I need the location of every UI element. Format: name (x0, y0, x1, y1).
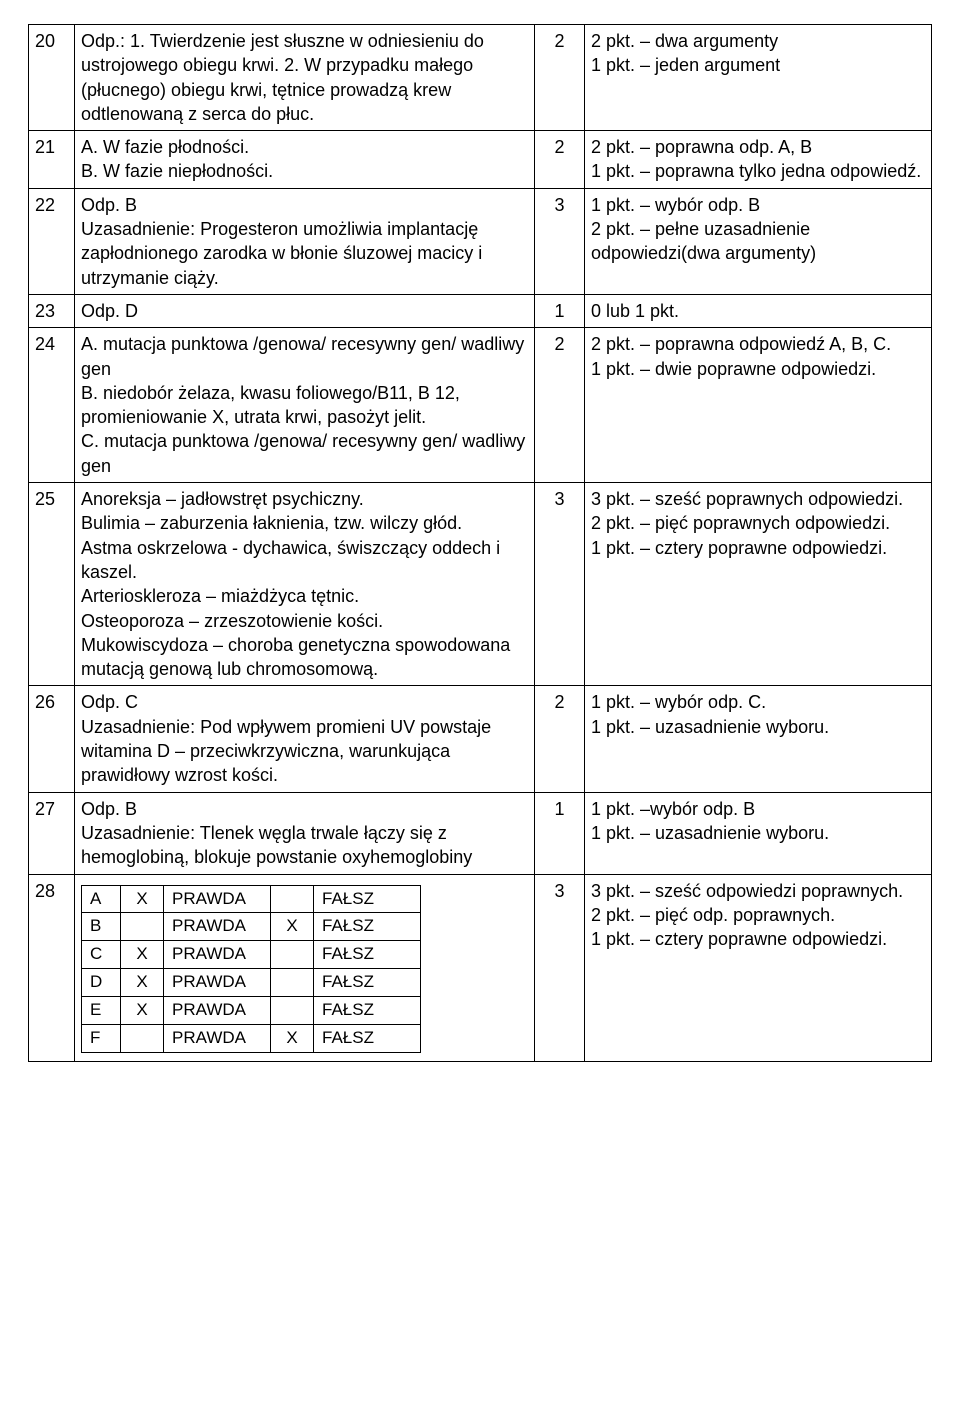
points: 2 (535, 686, 585, 792)
tf-label: A (82, 885, 121, 913)
tf-true-mark: X (121, 941, 164, 969)
tf-false-word: FAŁSZ (314, 1025, 421, 1053)
question-number: 22 (29, 188, 75, 294)
answer-text: Odp. BUzasadnienie: Tlenek węgla trwale … (75, 792, 535, 874)
tf-label: F (82, 1025, 121, 1053)
tf-row: E X PRAWDA FAŁSZ (82, 997, 421, 1025)
tf-true-word: PRAWDA (164, 969, 271, 997)
answer-key-table: 20 Odp.: 1. Twierdzenie jest słuszne w o… (28, 24, 932, 1062)
tf-true-word: PRAWDA (164, 997, 271, 1025)
tf-row: D X PRAWDA FAŁSZ (82, 969, 421, 997)
tf-label: C (82, 941, 121, 969)
tf-false-word: FAŁSZ (314, 941, 421, 969)
tf-row: A X PRAWDA FAŁSZ (82, 885, 421, 913)
question-number: 20 (29, 25, 75, 131)
table-row: 28 A X PRAWDA FAŁSZ B (29, 874, 932, 1062)
answer-text: Odp. CUzasadnienie: Pod wpływem promieni… (75, 686, 535, 792)
criteria-text: 1 pkt. –wybór odp. B1 pkt. – uzasadnieni… (585, 792, 932, 874)
table-row: 23 Odp. D 1 0 lub 1 pkt. (29, 294, 932, 327)
table-row: 26 Odp. CUzasadnienie: Pod wpływem promi… (29, 686, 932, 792)
tf-false-mark (271, 997, 314, 1025)
points: 3 (535, 874, 585, 1062)
table-row: 22 Odp. BUzasadnienie: Progesteron umożl… (29, 188, 932, 294)
criteria-text: 3 pkt. – sześć odpowiedzi poprawnych.2 p… (585, 874, 932, 1062)
question-number: 26 (29, 686, 75, 792)
table-row: 27 Odp. BUzasadnienie: Tlenek węgla trwa… (29, 792, 932, 874)
tf-row: C X PRAWDA FAŁSZ (82, 941, 421, 969)
table-row: 25 Anoreksja – jadłowstręt psychiczny.Bu… (29, 483, 932, 686)
true-false-table: A X PRAWDA FAŁSZ B PRAWDA X FAŁSZ (81, 885, 421, 1054)
tf-false-mark (271, 885, 314, 913)
tf-false-word: FAŁSZ (314, 885, 421, 913)
tf-false-mark (271, 941, 314, 969)
question-number: 21 (29, 131, 75, 189)
answer-text: A. mutacja punktowa /genowa/ recesywny g… (75, 328, 535, 483)
criteria-text: 1 pkt. – wybór odp. C.1 pkt. – uzasadnie… (585, 686, 932, 792)
tf-true-word: PRAWDA (164, 1025, 271, 1053)
question-number: 28 (29, 874, 75, 1062)
tf-true-mark (121, 1025, 164, 1053)
points: 2 (535, 131, 585, 189)
tf-true-word: PRAWDA (164, 941, 271, 969)
answer-text: Odp. BUzasadnienie: Progesteron umożliwi… (75, 188, 535, 294)
answer-text: Odp. D (75, 294, 535, 327)
answer-cell: A X PRAWDA FAŁSZ B PRAWDA X FAŁSZ (75, 874, 535, 1062)
tf-false-mark: X (271, 1025, 314, 1053)
points: 3 (535, 483, 585, 686)
tf-row: B PRAWDA X FAŁSZ (82, 913, 421, 941)
tf-true-word: PRAWDA (164, 885, 271, 913)
question-number: 23 (29, 294, 75, 327)
tf-true-mark: X (121, 969, 164, 997)
question-number: 27 (29, 792, 75, 874)
points: 2 (535, 328, 585, 483)
answer-text: Anoreksja – jadłowstręt psychiczny.Bulim… (75, 483, 535, 686)
criteria-text: 3 pkt. – sześć poprawnych odpowiedzi.2 p… (585, 483, 932, 686)
tf-true-mark (121, 913, 164, 941)
tf-false-word: FAŁSZ (314, 913, 421, 941)
answer-text: A. W fazie płodności.B. W fazie niepłodn… (75, 131, 535, 189)
points: 3 (535, 188, 585, 294)
tf-false-word: FAŁSZ (314, 969, 421, 997)
criteria-text: 0 lub 1 pkt. (585, 294, 932, 327)
criteria-text: 1 pkt. – wybór odp. B2 pkt. – pełne uzas… (585, 188, 932, 294)
points: 2 (535, 25, 585, 131)
criteria-text: 2 pkt. – poprawna odpowiedź A, B, C.1 pk… (585, 328, 932, 483)
points: 1 (535, 294, 585, 327)
tf-false-mark: X (271, 913, 314, 941)
tf-true-mark: X (121, 997, 164, 1025)
criteria-text: 2 pkt. – poprawna odp. A, B1 pkt. – popr… (585, 131, 932, 189)
criteria-text: 2 pkt. – dwa argumenty1 pkt. – jeden arg… (585, 25, 932, 131)
tf-true-mark: X (121, 885, 164, 913)
tf-row: F PRAWDA X FAŁSZ (82, 1025, 421, 1053)
answer-text: Odp.: 1. Twierdzenie jest słuszne w odni… (75, 25, 535, 131)
tf-label: D (82, 969, 121, 997)
table-row: 24 A. mutacja punktowa /genowa/ recesywn… (29, 328, 932, 483)
table-row: 21 A. W fazie płodności.B. W fazie niepł… (29, 131, 932, 189)
question-number: 25 (29, 483, 75, 686)
tf-false-mark (271, 969, 314, 997)
tf-true-word: PRAWDA (164, 913, 271, 941)
points: 1 (535, 792, 585, 874)
tf-label: B (82, 913, 121, 941)
table-row: 20 Odp.: 1. Twierdzenie jest słuszne w o… (29, 25, 932, 131)
question-number: 24 (29, 328, 75, 483)
tf-label: E (82, 997, 121, 1025)
tf-false-word: FAŁSZ (314, 997, 421, 1025)
